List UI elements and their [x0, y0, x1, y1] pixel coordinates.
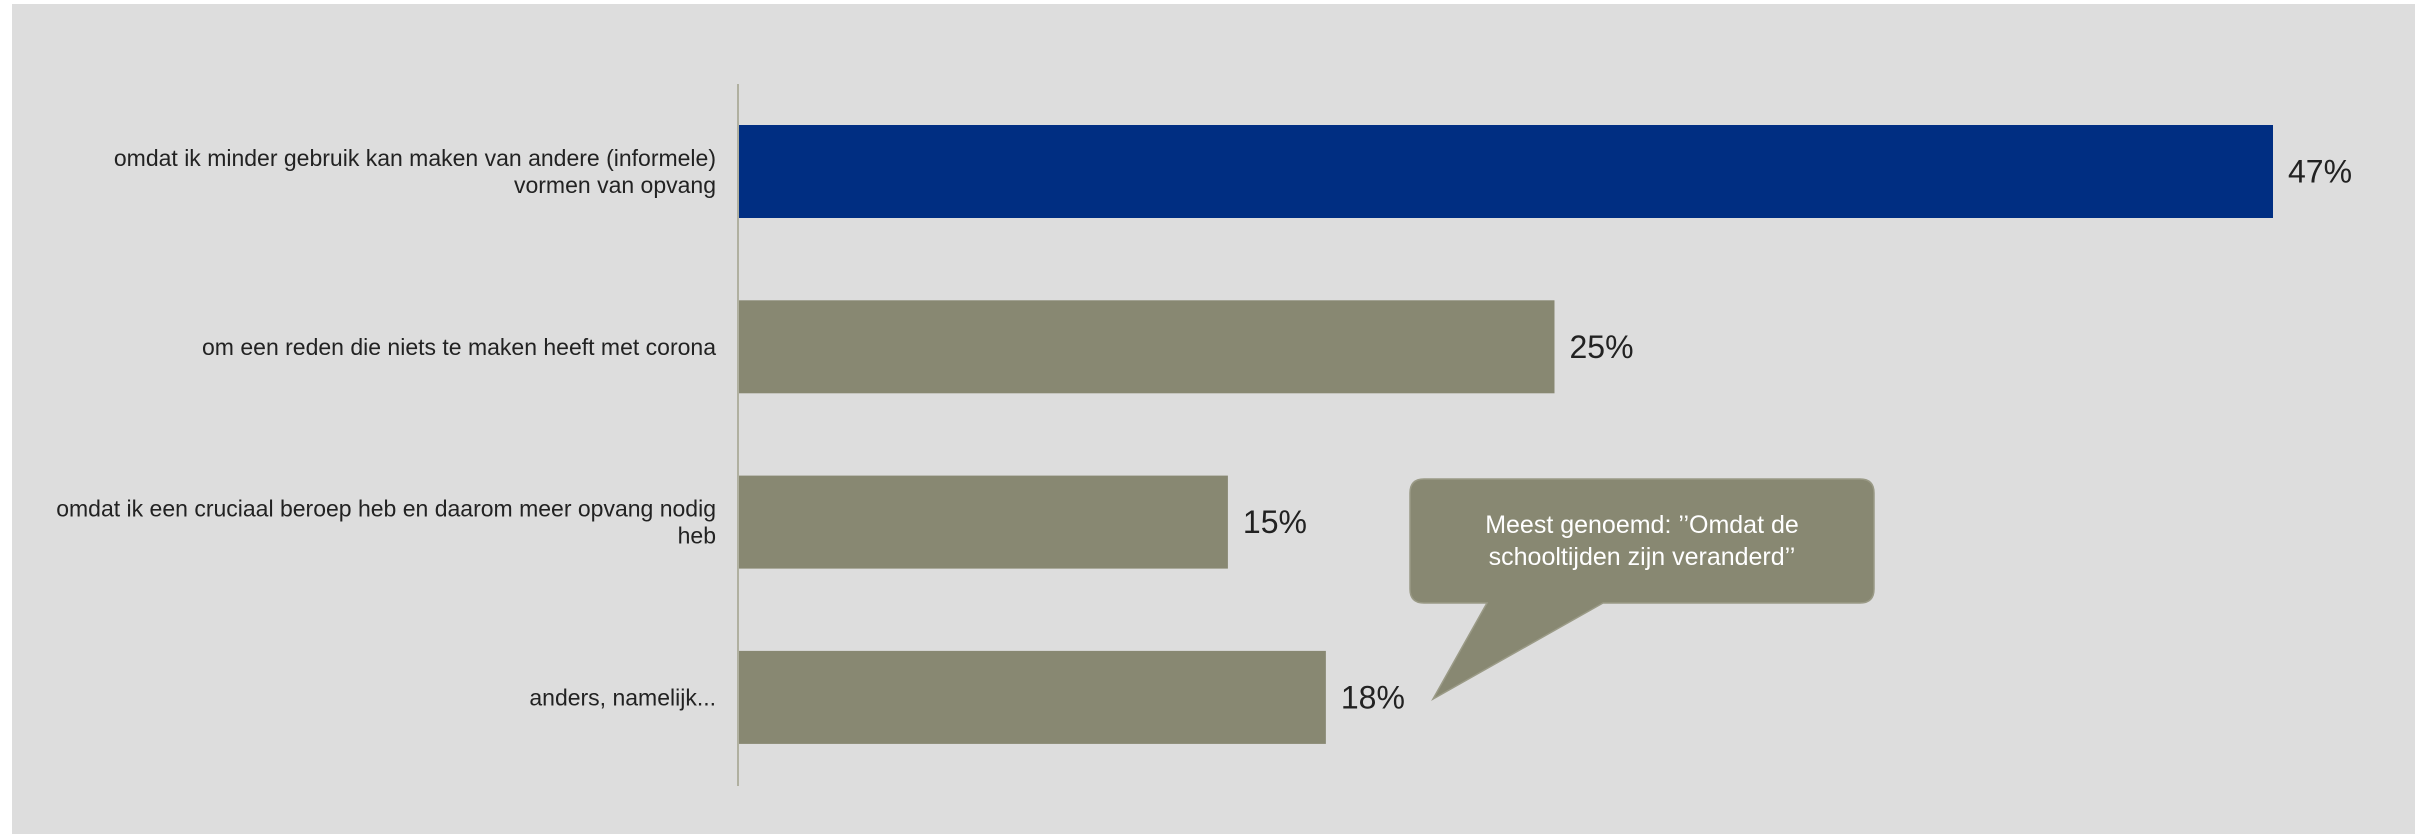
value-label-1: 47%	[2288, 154, 2352, 190]
callout-bubble	[1409, 478, 1875, 701]
value-label-3: 15%	[1243, 504, 1307, 540]
category-label-3-line-1: omdat ik een cruciaal beroep heb en daar…	[56, 496, 716, 522]
bar-4	[738, 650, 1326, 744]
value-label-4: 18%	[1341, 679, 1405, 715]
category-label-3-line-2: heb	[678, 523, 716, 549]
category-label-1-line-2: vormen van opvang	[514, 172, 716, 198]
value-label-2: 25%	[1569, 329, 1633, 365]
bar-1	[738, 125, 2273, 218]
category-label-1-line-1: omdat ik minder gebruik kan maken van an…	[114, 145, 716, 171]
category-label-2: om een reden die niets te maken heeft me…	[202, 334, 716, 360]
bar-2	[738, 300, 1555, 394]
callout: Meest genoemd: ’’Omdat de schooltijden z…	[1410, 479, 1874, 603]
category-label-4: anders, namelijk...	[529, 684, 716, 710]
bar-3	[738, 475, 1228, 569]
callout-text: Meest genoemd: ’’Omdat de schooltijden z…	[1485, 511, 1799, 571]
